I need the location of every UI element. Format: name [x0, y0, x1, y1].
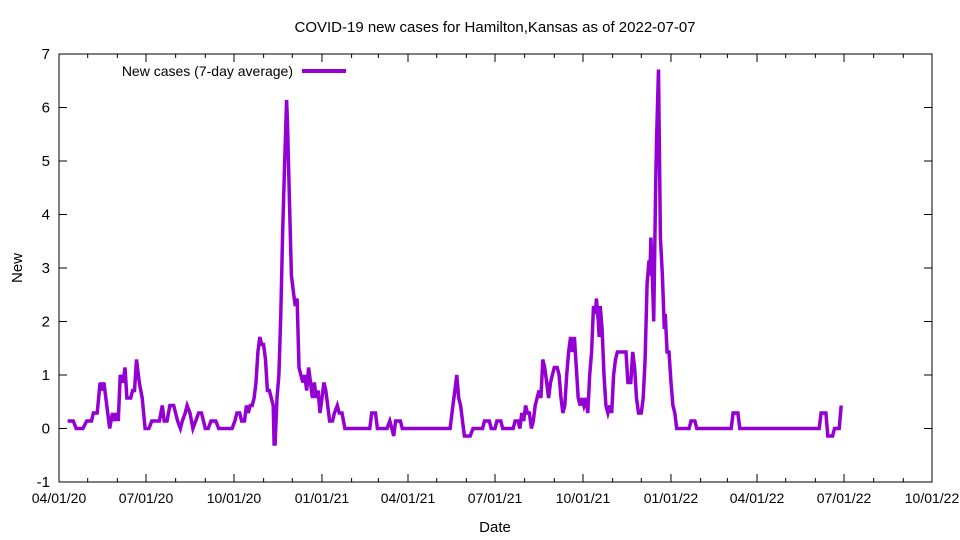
- series-group: [67, 69, 843, 446]
- y-axis-label: New: [9, 253, 26, 283]
- chart-title: COVID-19 new cases for Hamilton,Kansas a…: [294, 19, 695, 36]
- x-tick-label: 10/01/20: [207, 490, 262, 506]
- plot-frame: [58, 53, 933, 483]
- y-tick-label: 3: [42, 260, 50, 277]
- x-axis-label: Date: [479, 519, 511, 536]
- y-tick-label: 7: [42, 46, 50, 63]
- x-tick-label: 10/01/22: [905, 490, 960, 506]
- y-tick-label: 1: [42, 367, 50, 384]
- x-tick-label: 04/01/20: [32, 490, 87, 506]
- legend-label: New cases (7-day average): [122, 63, 293, 79]
- x-tick-label: 04/01/22: [730, 490, 785, 506]
- x-tick-label: 04/01/21: [381, 490, 436, 506]
- axis-ticks: -1 0 1 2 3 4 5 6 7 04/01/20 07/01/20 10/01/20 01/01/…: [32, 46, 960, 506]
- x-tick-label: 01/01/22: [644, 490, 699, 506]
- y-tick-label: 5: [42, 153, 50, 170]
- x-tick-label: 01/01/21: [295, 490, 350, 506]
- y-tick-label: 0: [42, 421, 50, 438]
- x-tick-label: 07/01/21: [468, 490, 523, 506]
- y-tick-label: -1: [37, 474, 50, 491]
- series-line: [67, 69, 843, 446]
- x-tick-label: 07/01/22: [817, 490, 872, 506]
- x-tick-label: 10/01/21: [556, 490, 611, 506]
- legend: New cases (7-day average): [122, 63, 346, 79]
- y-tick-label: 2: [42, 314, 50, 331]
- y-tick-label: 6: [42, 100, 50, 117]
- x-tick-label: 07/01/20: [119, 490, 174, 506]
- y-tick-label: 4: [42, 207, 50, 224]
